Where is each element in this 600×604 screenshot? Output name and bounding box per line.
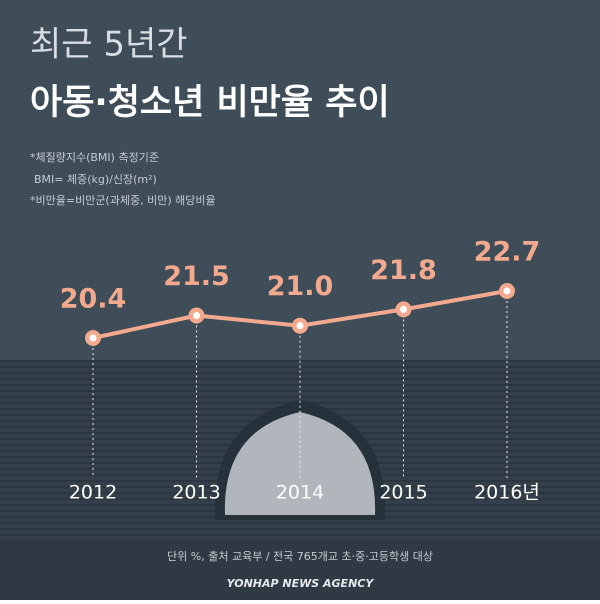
title: 최근 5년간 [30, 25, 188, 65]
subtitle: 아동·청소년 비만율 추이 [30, 83, 390, 123]
point-center [193, 312, 200, 320]
footer-band [0, 540, 600, 600]
note: *체질량지수(BMI) 측정기준 [30, 151, 159, 164]
value-label: 21.0 [267, 271, 334, 302]
x-tick-label: 2013 [172, 482, 220, 504]
scale-dial [224, 412, 376, 515]
credit: YONHAP NEWS AGENCY [227, 577, 375, 590]
value-label: 22.7 [474, 237, 541, 268]
value-label: 21.5 [163, 261, 230, 292]
note: BMI= 체중(kg)/신장(m²) [34, 173, 157, 186]
source: 단위 %, 출처 교육부 / 전국 765개교 초·중·고등학생 대상 [167, 550, 433, 563]
value-label: 20.4 [60, 284, 127, 315]
x-tick-label: 2015 [379, 482, 427, 504]
point-center [89, 334, 97, 342]
point-center [296, 322, 304, 330]
x-tick-label: 2014 [276, 482, 324, 504]
x-tick-label: 2016년 [474, 482, 540, 504]
note: *비만율=비만군(과체중, 비만) 해당비율 [30, 193, 216, 207]
x-tick-label: 2012 [69, 482, 117, 504]
point-center [503, 287, 511, 295]
point-center [400, 305, 407, 313]
value-label: 21.8 [370, 255, 437, 286]
